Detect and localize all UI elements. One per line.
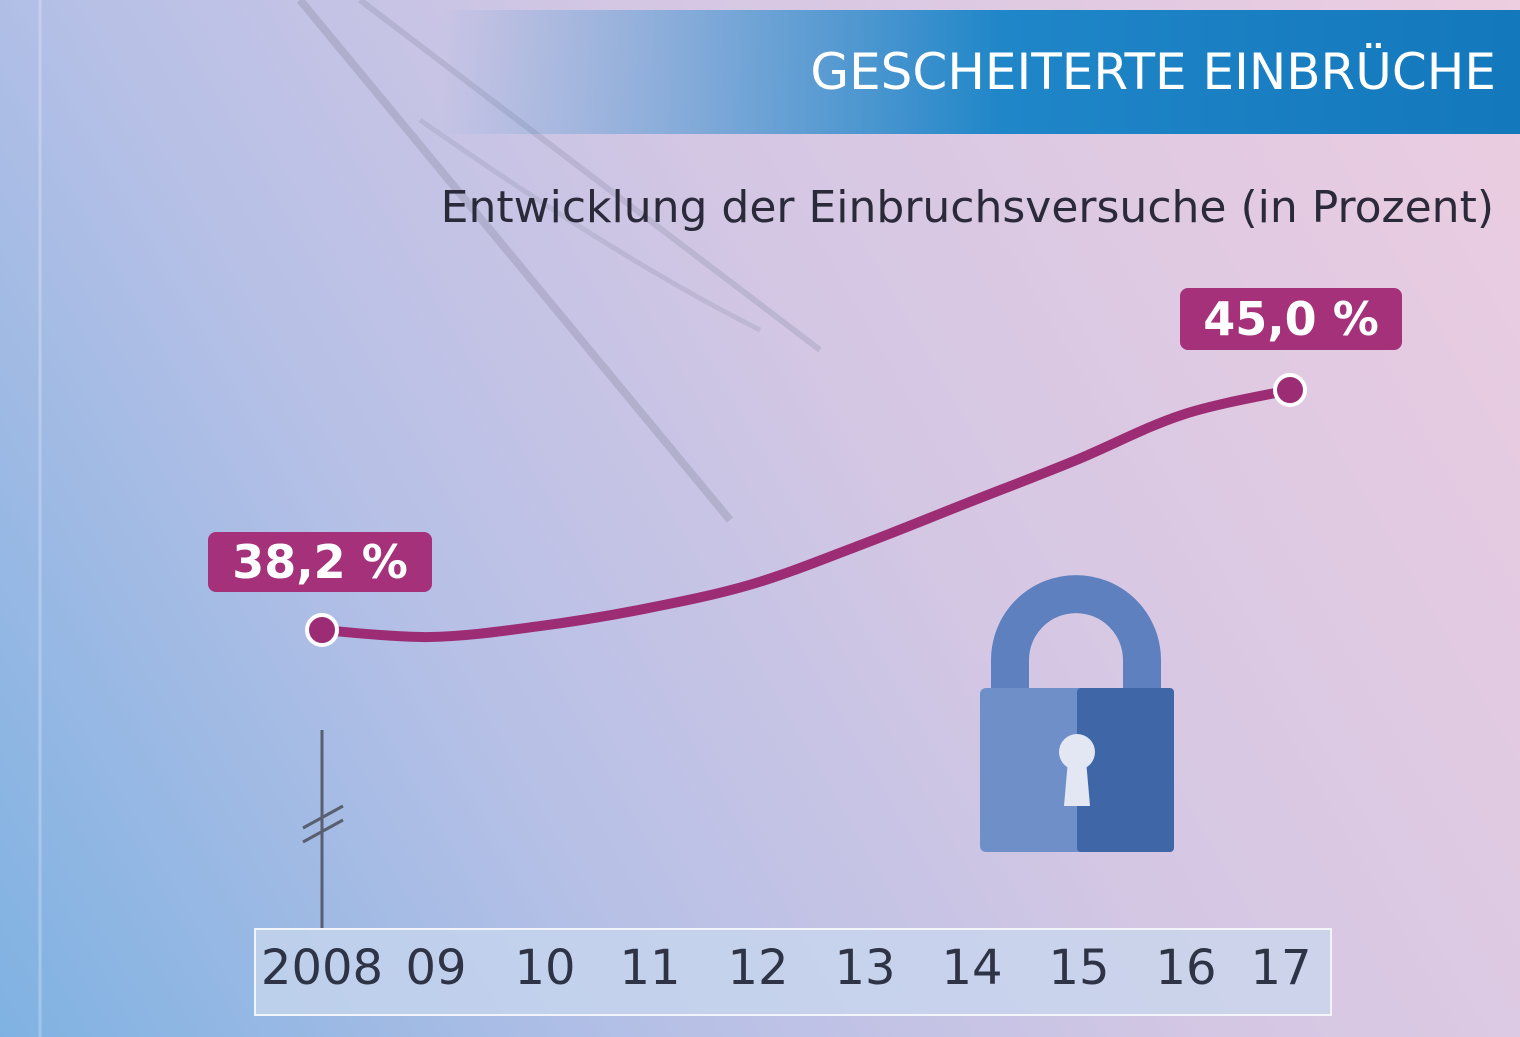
chart-subtitle: Entwicklung der Einbruchsversuche (in Pr… [440, 182, 1494, 233]
x-tick-label: 2008 [260, 940, 384, 996]
x-tick-label: 10 [514, 940, 576, 996]
x-tick-label: 09 [405, 940, 467, 996]
data-label-17: 45,0 % [1180, 288, 1402, 350]
series-line [317, 385, 1295, 643]
data-point-2008 [305, 613, 339, 647]
x-tick-label: 16 [1155, 940, 1217, 996]
x-tick-label: 17 [1250, 940, 1312, 996]
x-axis-band [254, 928, 1332, 1016]
y-axis-break [302, 730, 344, 930]
x-tick-label: 11 [619, 940, 681, 996]
padlock-icon [980, 575, 1174, 852]
decorative-lines [38, 0, 822, 1037]
title-banner: GESCHEITERTE EINBRÜCHE [440, 10, 1520, 134]
x-tick-label: 12 [727, 940, 789, 996]
data-points [305, 373, 1307, 647]
x-tick-label: 13 [834, 940, 896, 996]
data-point-17 [1273, 373, 1307, 407]
x-tick-label: 14 [941, 940, 1003, 996]
data-label-2008: 38,2 % [208, 532, 432, 592]
x-tick-label: 15 [1048, 940, 1110, 996]
chart-title: GESCHEITERTE EINBRÜCHE [810, 43, 1496, 101]
